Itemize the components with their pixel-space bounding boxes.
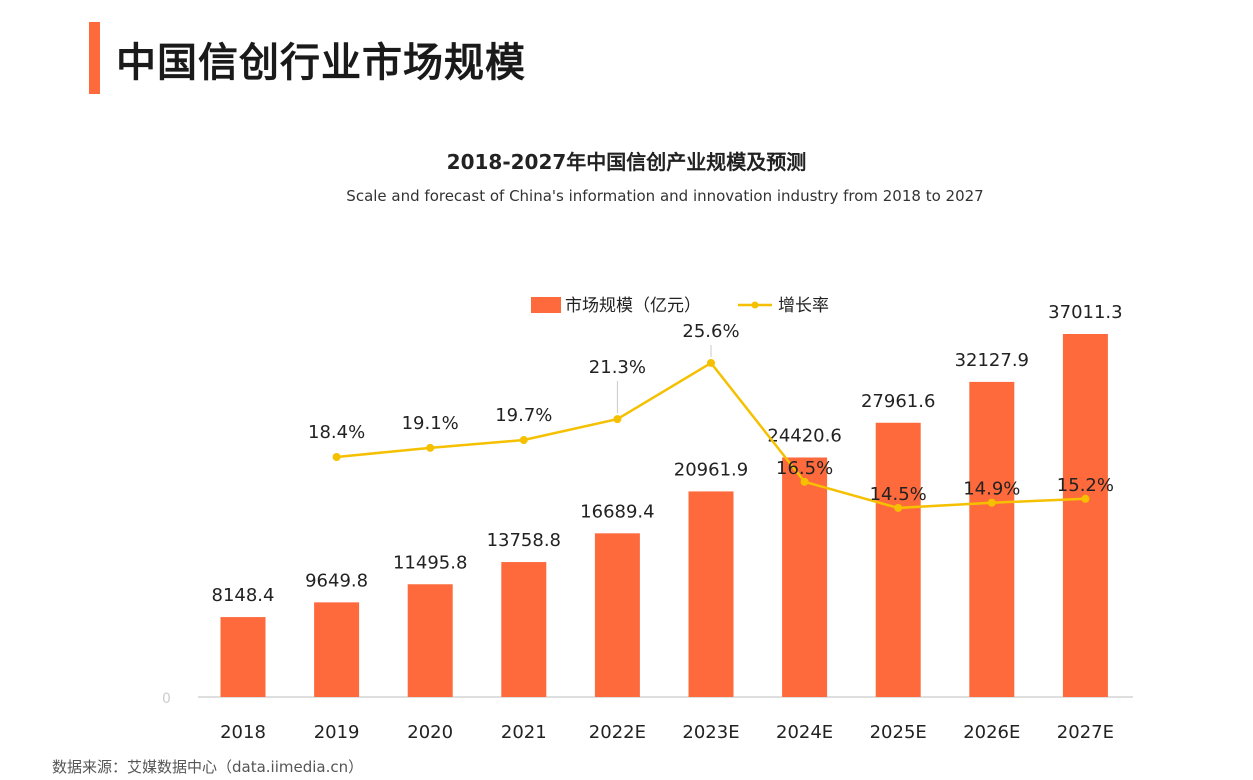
- x-tick-2025E: 2025E: [870, 722, 927, 743]
- x-tick-2024E: 2024E: [776, 722, 833, 743]
- rate-point-2022E: [613, 415, 622, 424]
- bar-2027E: [1062, 334, 1108, 697]
- x-tick-2027E: 2027E: [1057, 722, 1114, 743]
- rate-label-2021: 19.7%: [495, 405, 552, 426]
- rate-label-2023E: 25.6%: [682, 321, 739, 342]
- bar-2018: [220, 617, 266, 697]
- rate-label-2026E: 14.9%: [963, 479, 1020, 500]
- rate-label-2027E: 15.2%: [1057, 475, 1114, 496]
- rate-label-2022E: 21.3%: [589, 357, 646, 378]
- bar-2019: [314, 602, 360, 697]
- bar-label-2020: 11495.8: [393, 552, 467, 573]
- rate-point-2023E: [707, 358, 715, 367]
- bar-label-2024E: 24420.6: [767, 425, 841, 446]
- bar-label-2022E: 16689.4: [580, 501, 654, 522]
- x-tick-2022E: 2022E: [589, 722, 646, 743]
- legend-line-marker: [751, 301, 759, 309]
- x-tick-2026E: 2026E: [963, 722, 1020, 743]
- rate-point-2025E: [894, 503, 903, 512]
- bar-2024E: [782, 457, 828, 697]
- legend-bar-swatch: [531, 297, 561, 313]
- chart-title: 2018-2027年中国信创产业规模及预测: [446, 150, 807, 174]
- rate-point-2020: [426, 443, 435, 452]
- page-title: 中国信创行业市场规模: [116, 40, 526, 86]
- bar-2021: [501, 562, 547, 697]
- x-tick-2023E: 2023E: [682, 722, 739, 743]
- bar-series: [220, 334, 1108, 697]
- x-tick-2018: 2018: [220, 722, 266, 743]
- rate-point-2021: [519, 436, 528, 445]
- data-source: 数据来源：艾媒数据中心（data.iimedia.cn）: [52, 758, 364, 776]
- x-axis-tick-labels: 2018 2019 2020 2021 2022E 2023E 2024E 2025E 2026…: [220, 722, 1114, 743]
- rate-point-2019: [332, 453, 341, 461]
- rate-label-2025E: 14.5%: [870, 484, 927, 505]
- rate-label-2024E: 16.5%: [776, 458, 833, 479]
- growth-rate-series: [332, 344, 1090, 512]
- bar-label-2027E: 37011.3: [1048, 302, 1122, 323]
- rate-point-2027E: [1081, 494, 1090, 503]
- x-tick-2019: 2019: [314, 722, 360, 743]
- bar-label-2026E: 32127.9: [955, 350, 1029, 371]
- bar-label-2025E: 27961.6: [861, 391, 935, 412]
- bar-2023E: [688, 491, 734, 697]
- bar-value-labels: 8148.4 9649.8 11495.8 13758.8 16689.4 20961.9…: [212, 302, 1123, 606]
- bar-label-2023E: 20961.9: [674, 459, 748, 480]
- y-axis-zero-label: 0: [162, 691, 171, 707]
- x-tick-2020: 2020: [407, 722, 453, 743]
- bar-label-2021: 13758.8: [487, 530, 561, 551]
- legend-line-label: 增长率: [778, 296, 829, 316]
- bar-2025E: [875, 422, 921, 697]
- legend-bar-label: 市场规模（亿元）: [565, 296, 701, 316]
- x-tick-2021: 2021: [501, 722, 547, 743]
- chart-subtitle: Scale and forecast of China's informatio…: [346, 187, 984, 205]
- chart-legend: 市场规模（亿元） 增长率: [531, 296, 829, 316]
- bar-2020: [407, 584, 453, 697]
- title-accent-bar: [89, 22, 100, 94]
- rate-point-2026E: [987, 498, 996, 507]
- rate-label-2020: 19.1%: [402, 413, 459, 434]
- bar-2022E: [594, 533, 640, 697]
- bar-label-2019: 9649.8: [305, 570, 368, 591]
- rate-label-2019: 18.4%: [308, 422, 365, 443]
- bar-2026E: [969, 381, 1015, 697]
- growth-rate-labels: 18.4% 19.1% 19.7% 21.3% 25.6% 16.5% 14.5% 14.9%…: [308, 321, 1114, 505]
- rate-point-2024E: [800, 477, 809, 486]
- bar-label-2018: 8148.4: [212, 585, 275, 606]
